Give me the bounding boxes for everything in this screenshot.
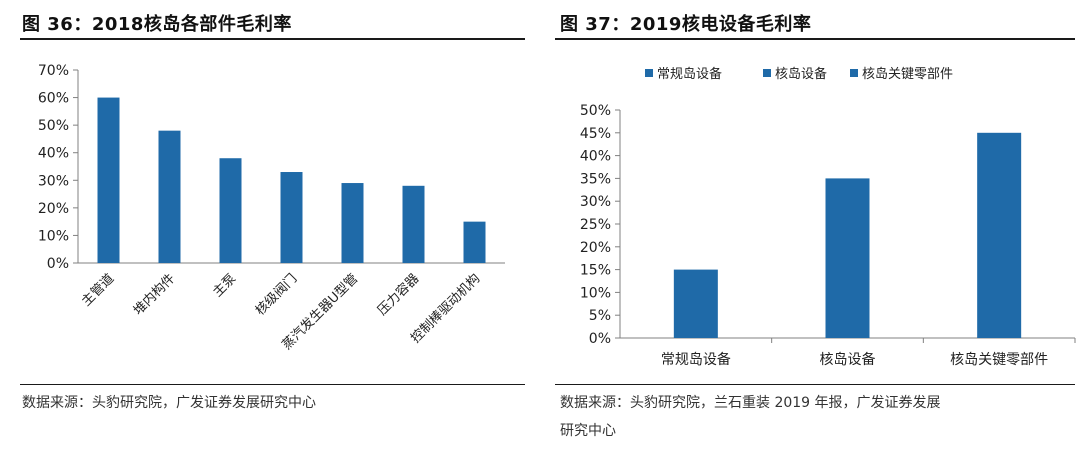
bar xyxy=(280,172,303,263)
bar xyxy=(977,132,1022,338)
x-tick-label: 压力容器 xyxy=(374,271,422,319)
bar xyxy=(97,97,120,263)
figure-36-panel: 图 36：2018核岛各部件毛利率 0% 10% 20% 30% 40% 50% 60% 70… xyxy=(0,0,530,454)
y-tick-label: 20% xyxy=(38,201,69,217)
source-note-line-1: 数据来源：头豹研究院，兰石重装 2019 年报，广发证券发展 xyxy=(560,395,941,411)
y-tick-label: 25% xyxy=(580,217,611,233)
source-note-line-2: 研究中心 xyxy=(560,423,616,439)
bar xyxy=(219,158,242,263)
figure-37-panel: 图 37：2019核电设备毛利率 常规岛设备 核岛设备 核岛关键零部件 0% 5% 10%… xyxy=(550,0,1080,454)
y-tick-label: 10% xyxy=(38,228,69,244)
y-tick-label: 5% xyxy=(589,308,611,324)
source-note: 数据来源：头豹研究院，广发证券发展研究中心 xyxy=(22,395,316,411)
y-tick-label: 40% xyxy=(38,146,69,162)
source-rule xyxy=(555,384,1075,385)
y-tick-label: 45% xyxy=(580,126,611,142)
y-tick-label: 0% xyxy=(47,256,69,272)
y-tick-label: 35% xyxy=(580,171,611,187)
bar xyxy=(673,269,718,338)
x-tick-label: 核岛关键零部件 xyxy=(950,352,1048,368)
bar xyxy=(341,183,364,263)
y-tick-label: 50% xyxy=(580,103,611,119)
legend-label: 核岛关键零部件 xyxy=(862,66,953,82)
chart-36: 0%10%20%30%40%50%60%70%主管道 堆内构件 主泵 核级阀门蒸汽发生… xyxy=(38,63,505,353)
legend-swatch xyxy=(645,69,653,77)
legend-label: 常规岛设备 xyxy=(657,66,722,82)
y-tick-label: 0% xyxy=(589,331,611,347)
x-tick-label: 常规岛设备 xyxy=(661,351,731,368)
figure-37-title: 图 37：2019核电设备毛利率 xyxy=(560,14,812,35)
x-tick-label: 主管道 xyxy=(79,271,117,309)
y-tick-label: 10% xyxy=(580,285,611,301)
bar xyxy=(402,185,425,263)
y-tick-label: 30% xyxy=(38,173,69,189)
x-tick-label: 核级阀门 xyxy=(253,271,300,318)
y-tick-label: 40% xyxy=(580,149,611,165)
y-tick-label: 50% xyxy=(38,118,69,134)
figure-36-title: 图 36：2018核岛各部件毛利率 xyxy=(22,14,292,35)
chart-37: 常规岛设备 核岛设备 核岛关键零部件0%5%10%15%20%25%30%35%40… xyxy=(580,66,1076,368)
title-rule xyxy=(20,38,525,40)
x-tick-label: 主泵 xyxy=(210,271,239,300)
x-tick-label: 堆内构件 xyxy=(130,271,178,319)
x-tick-label: 核岛设备 xyxy=(820,351,876,368)
legend-label: 核岛设备 xyxy=(775,66,827,82)
legend-swatch xyxy=(850,69,858,77)
bar xyxy=(463,221,486,263)
y-tick-label: 60% xyxy=(38,91,69,107)
source-rule xyxy=(20,384,525,385)
y-tick-label: 15% xyxy=(580,263,611,279)
y-tick-label: 30% xyxy=(580,194,611,210)
y-tick-label: 20% xyxy=(580,240,611,256)
title-rule xyxy=(555,38,1075,40)
bar xyxy=(158,130,181,263)
y-tick-label: 70% xyxy=(38,63,69,79)
legend-swatch xyxy=(763,69,771,77)
bar xyxy=(825,178,870,338)
